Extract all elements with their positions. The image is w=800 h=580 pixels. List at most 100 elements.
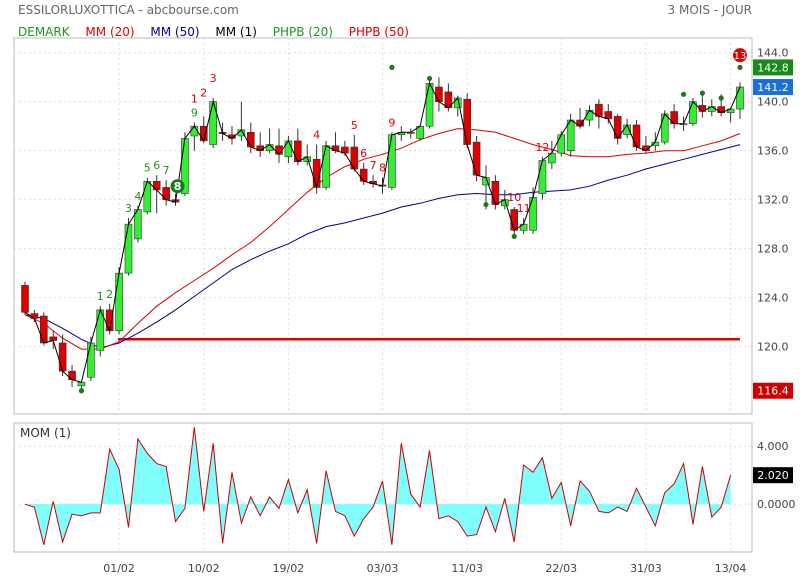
candle [303, 144, 312, 166]
demark-count-label: 7 [163, 164, 170, 177]
x-tick-label: 22/03 [545, 562, 577, 575]
demark-count-label: 5 [144, 162, 151, 175]
candle [115, 267, 123, 335]
momentum-line [24, 427, 732, 545]
price-y-tick-label: 136.0 [757, 145, 789, 158]
candle [331, 132, 340, 154]
candle-body-up [115, 272, 123, 332]
mm1-close-line [24, 81, 741, 383]
candle-body-down [294, 140, 302, 163]
demark-count-label: 7 [370, 159, 377, 172]
demark-count-label: 1 [191, 93, 198, 106]
demark-count-label: 2 [200, 86, 207, 99]
candle-body-down [30, 313, 39, 319]
legend-phpb20: PHPB (20) [272, 25, 333, 39]
candle [604, 104, 613, 124]
candle-body-down [359, 168, 368, 182]
demark-count-label: 13 [734, 51, 747, 62]
momentum-last-box [753, 467, 793, 484]
x-tick-label: 10/02 [188, 562, 220, 575]
candle [435, 77, 443, 112]
x-tick-label: 13/04 [715, 562, 747, 575]
candle-body-up [87, 342, 95, 378]
demark-count-label: 8 [174, 180, 182, 193]
candle [416, 125, 424, 141]
x-tick-label: 19/02 [273, 562, 305, 575]
high-dot [426, 75, 433, 82]
momentum-area [25, 427, 731, 545]
candle-body-down [21, 285, 29, 313]
demark-count-label: 4 [313, 129, 320, 142]
legend: DEMARK MM (20) MM (50) MM (1) PHPB (20) … [18, 25, 421, 39]
momentum-title: MOM (1) [20, 426, 71, 440]
candle [275, 128, 283, 163]
demark-count-label: 4 [134, 190, 141, 203]
candle-body-up [388, 134, 396, 188]
candle [613, 113, 622, 145]
candle-body-down [463, 98, 471, 145]
last-value-box [753, 382, 793, 399]
candle [463, 93, 471, 149]
candle [538, 156, 547, 200]
candle [595, 99, 603, 129]
candle [40, 312, 48, 346]
legend-mm1: MM (1) [215, 25, 257, 39]
high-dot [737, 64, 743, 70]
candle-body-up [124, 223, 133, 274]
last-value-label: 141.2 [757, 81, 789, 94]
legend-phpb50: PHPB (50) [348, 25, 409, 39]
candle [397, 126, 406, 141]
price-y-tick-label: 124.0 [757, 292, 789, 305]
x-tick-label: 01/02 [103, 562, 135, 575]
candle [425, 79, 434, 129]
demark-count-label: 8 [379, 162, 386, 175]
price-y-tick-label: 120.0 [757, 341, 789, 354]
x-tick-label: 11/03 [451, 562, 483, 575]
last-value-box [753, 59, 793, 76]
price-y-tick-label: 140.0 [757, 96, 789, 109]
price-y-tick-label: 144.0 [757, 47, 789, 60]
candle [68, 365, 76, 388]
candle-body-down [491, 180, 500, 205]
demark-count-label: 9 [191, 107, 198, 120]
candle-body-down [68, 370, 76, 381]
candle-body-down [40, 315, 48, 344]
demark-count-label: 6 [153, 159, 160, 172]
legend-mm20: MM (20) [85, 25, 135, 39]
candle [256, 132, 264, 157]
x-tick-label: 03/03 [367, 562, 399, 575]
candle-body-down [312, 158, 321, 188]
candle [162, 180, 170, 206]
last-value-box [753, 78, 793, 95]
candle [388, 132, 396, 190]
candle-body-up [143, 180, 152, 213]
demark-count-label: 12 [535, 141, 549, 154]
candle [246, 122, 255, 154]
candle [134, 205, 142, 243]
candle [585, 105, 594, 127]
price-y-tick-label: 132.0 [757, 194, 789, 207]
candle [21, 281, 29, 315]
candle-body-up [538, 160, 547, 194]
last-value-label: 116.4 [757, 385, 789, 398]
momentum-y-tick-label: 0.0000 [757, 498, 796, 511]
candle-body-down [58, 342, 67, 372]
candle-body-up [557, 134, 566, 154]
candle-body-up [519, 223, 528, 231]
high-dot [511, 233, 517, 240]
candle-body-up [425, 83, 434, 127]
high-dot [78, 388, 85, 394]
mm50-line [24, 144, 741, 349]
candle-body-down [576, 119, 584, 127]
candle [152, 175, 161, 214]
candle-body-down [632, 124, 641, 148]
candle [350, 134, 359, 172]
legend-demark: DEMARK [18, 25, 70, 39]
candle-body-down [152, 180, 161, 191]
candle [209, 98, 217, 149]
last-value-label: 142.8 [757, 61, 789, 74]
demark-count-label: 5 [351, 119, 358, 132]
candle-body-up [660, 113, 669, 143]
